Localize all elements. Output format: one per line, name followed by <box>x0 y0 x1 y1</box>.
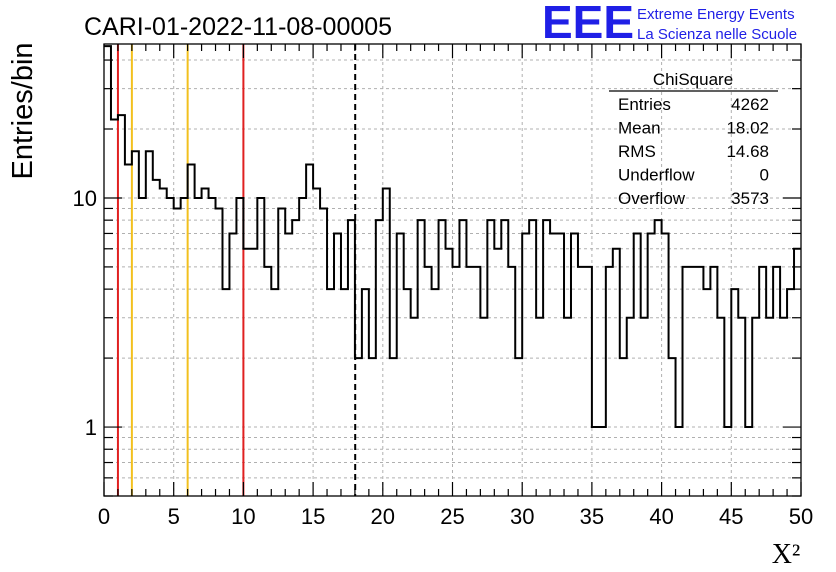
x-tick-label: 5 <box>168 504 180 529</box>
reference-lines <box>116 44 357 496</box>
run-title: CARI-01-2022-11-08-00005 <box>84 13 392 41</box>
x-tick-label: 30 <box>510 504 534 529</box>
x-tick-label: 0 <box>98 504 110 529</box>
stats-value: 3573 <box>731 189 769 208</box>
stats-label: Entries <box>618 95 671 114</box>
x-tick-label: 45 <box>719 504 743 529</box>
stats-label: RMS <box>618 142 656 161</box>
logo-line-1: Extreme Energy Events <box>637 6 795 23</box>
x-axis-label: X² <box>772 539 801 570</box>
grid <box>104 44 801 497</box>
stats-value: 0 <box>760 166 769 185</box>
y-tick-label: 1 <box>85 415 97 440</box>
stats-value: 4262 <box>731 95 769 114</box>
x-tick-label: 50 <box>789 504 813 529</box>
x-tick-label: 25 <box>440 504 464 529</box>
stats-label: Overflow <box>618 189 686 208</box>
y-tick-label: 10 <box>73 186 97 211</box>
stats-value: 14.68 <box>726 142 769 161</box>
axes: 0 5 10 15 20 25 30 35 40 45 50 1 10 <box>73 43 813 529</box>
eee-logo: EEE <box>542 0 634 48</box>
stats-title: ChiSquare <box>653 70 733 89</box>
logo-line-2: La Scienza nelle Scuole <box>637 26 797 43</box>
stats-label: Underflow <box>618 166 695 185</box>
x-tick-label: 15 <box>301 504 325 529</box>
stats-value: 18.02 <box>726 119 769 138</box>
x-tick-label: 35 <box>580 504 604 529</box>
histogram <box>104 45 801 429</box>
stats-label: Mean <box>618 119 661 138</box>
x-tick-label: 10 <box>231 504 255 529</box>
stats-box: ChiSquare Entries 4262 Mean 18.02 RMS 14.68 Un… <box>609 70 778 208</box>
y-axis-label: Entries/bin <box>7 42 39 179</box>
x-tick-label: 40 <box>649 504 673 529</box>
x-tick-label: 20 <box>371 504 395 529</box>
histogram-series <box>104 45 801 429</box>
